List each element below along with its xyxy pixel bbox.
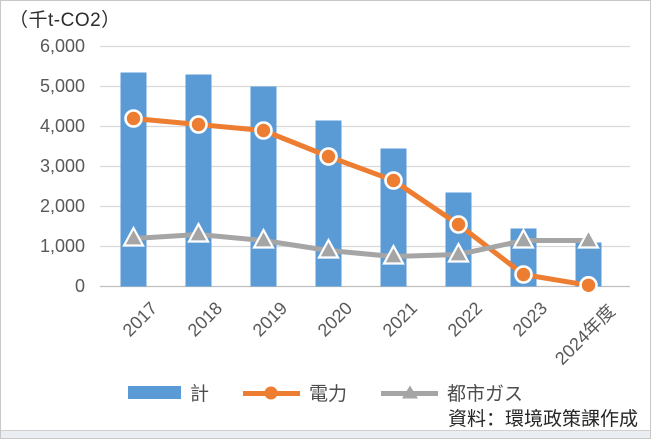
- bar-2022: [445, 192, 472, 287]
- bar-2021: [380, 148, 407, 287]
- y-tick-3000: 3,000: [39, 155, 85, 176]
- legend-label-electricity: 電力: [308, 384, 347, 405]
- triangle-marker-2021: [382, 243, 405, 265]
- electricity-circle-marker-icon: [264, 386, 278, 399]
- y-tick-5000: 5,000: [39, 75, 85, 96]
- y-tick-0: 0: [74, 275, 85, 296]
- electricity-line-swatch-icon: [242, 385, 300, 401]
- circle-marker-2021: [384, 171, 403, 190]
- triangle-marker-2018: [187, 221, 210, 243]
- y-tick-1000: 1,000: [39, 235, 85, 256]
- citygas-line-swatch-icon: [381, 384, 438, 401]
- legend-item-citygas: 都市ガス: [381, 379, 523, 406]
- legend-item-total: 計: [127, 379, 209, 406]
- y-tick-4000: 4,000: [39, 115, 85, 136]
- bar-2017: [120, 72, 147, 287]
- triangle-marker-2022: [447, 241, 470, 263]
- bar-2018: [185, 74, 212, 287]
- circle-marker-2017: [124, 109, 143, 128]
- circle-marker-2019: [254, 121, 273, 140]
- triangle-marker-2023: [512, 227, 535, 249]
- bottom-shadow-strip: [1, 430, 650, 438]
- circle-marker-2023: [514, 265, 533, 284]
- circle-marker-2020: [319, 147, 338, 166]
- circle-marker-2024年度: [579, 275, 598, 295]
- legend-label-citygas: 都市ガス: [447, 384, 524, 405]
- circle-marker-2018: [189, 115, 208, 134]
- y-tick-2000: 2,000: [39, 195, 85, 216]
- triangle-marker-2024年度: [577, 227, 600, 249]
- bar-2020: [315, 120, 342, 287]
- legend-label-total: 計: [189, 384, 209, 405]
- y-tick-6000: 6,000: [39, 35, 85, 56]
- y-axis-unit-label: （千t-CO2）: [9, 10, 121, 31]
- citygas-triangle-marker-icon: [401, 384, 418, 398]
- triangle-marker-2020: [317, 237, 340, 259]
- total-bar-swatch-icon: [127, 386, 181, 399]
- triangle-marker-2019: [252, 227, 275, 249]
- triangle-marker-2017: [122, 225, 145, 247]
- chart-legend: 計 電力 都市ガス: [1, 379, 650, 406]
- circle-marker-2022: [449, 215, 468, 234]
- line-series-電力: [133, 116, 589, 288]
- line-series-都市ガス: [133, 232, 589, 259]
- source-note: 資料：環境政策課作成: [447, 409, 638, 430]
- legend-item-electricity: 電力: [242, 379, 347, 406]
- bar-2019: [250, 86, 277, 287]
